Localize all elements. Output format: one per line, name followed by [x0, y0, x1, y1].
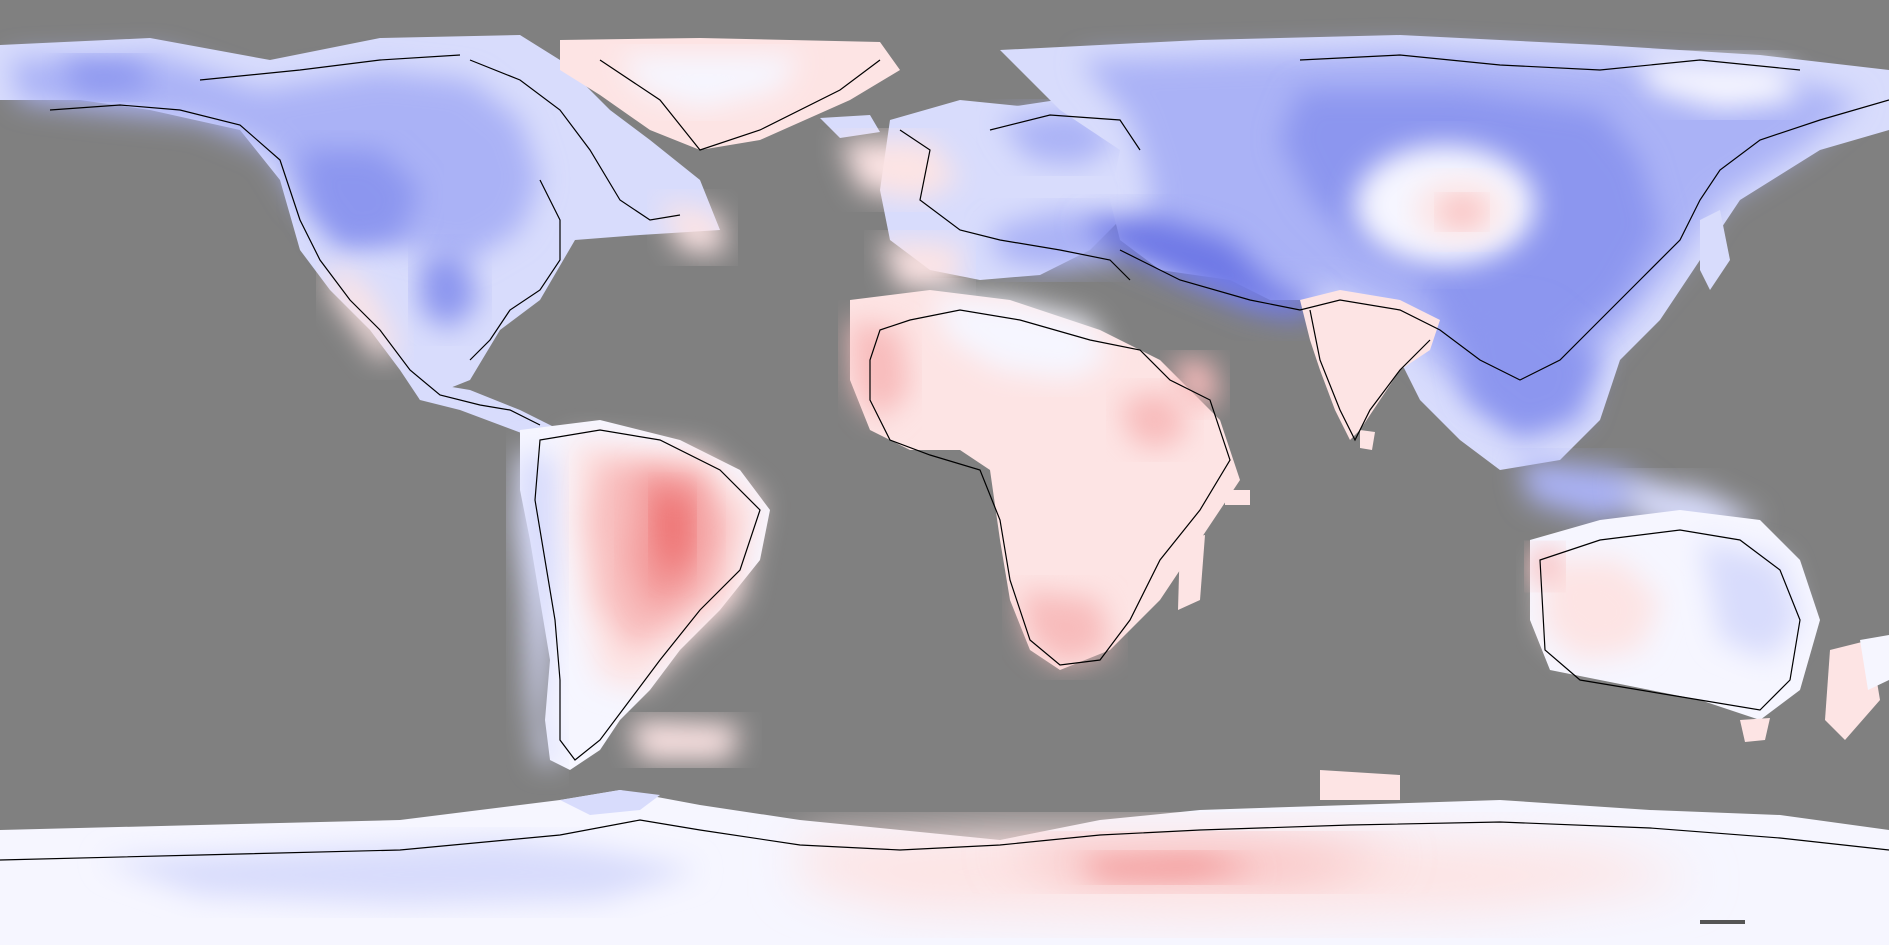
region-india: [1300, 290, 1440, 450]
region-north-america: [0, 35, 725, 440]
region-south-america: [515, 420, 770, 770]
corner-mark: [1700, 920, 1745, 924]
region-islands: [1225, 490, 1400, 800]
region-antarctica: [0, 790, 1889, 945]
coastlines: [0, 54, 1889, 861]
region-greenland: [560, 38, 900, 150]
region-australia: [1530, 510, 1889, 742]
region-asia: [1000, 35, 1889, 540]
region-europe: [840, 95, 1150, 290]
region-africa: [850, 290, 1240, 670]
